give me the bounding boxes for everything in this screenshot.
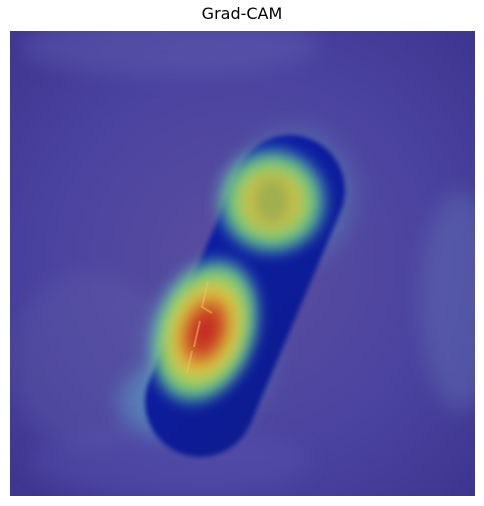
hotspot-top [212,143,332,259]
gradcam-image [10,31,475,496]
capsule-imprint [186,280,213,374]
figure-title: Grad-CAM [201,4,283,23]
right-light-patch [420,191,475,411]
top-light-patch [20,31,320,76]
heatmap-overlay [10,31,475,496]
hotspot-bottom [146,253,264,409]
bottom-light-patch [30,426,310,496]
